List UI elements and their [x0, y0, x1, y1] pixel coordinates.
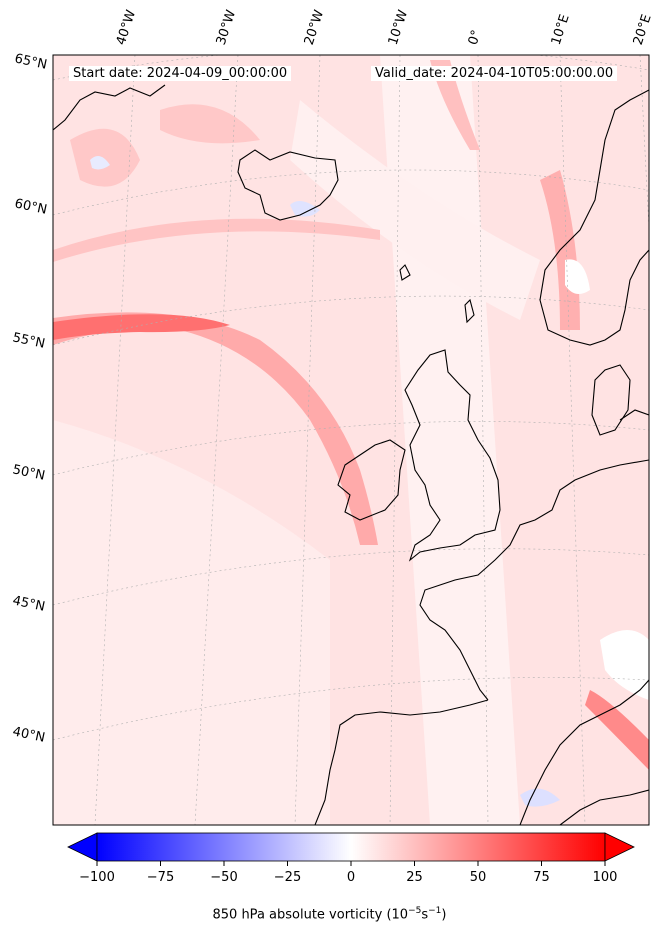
coastlines — [53, 84, 649, 825]
map-frame — [52, 54, 650, 826]
colorbar-tick-label: 25 — [406, 870, 423, 885]
colorbar-tick-label: 0 — [346, 870, 356, 885]
colorbar-title-exp2: −1 — [428, 906, 442, 916]
colorbar-title-unit: s — [421, 907, 429, 923]
graticule — [53, 55, 649, 825]
colorbar-title-text: 850 hPa absolute vorticity (10 — [212, 907, 409, 923]
colorbar-tick-label: 75 — [533, 870, 550, 885]
vorticity-field — [53, 55, 649, 825]
colorbar-tick-label: −25 — [273, 870, 302, 885]
colorbar-title: 850 hPa absolute vorticity (10−5s−1) — [0, 906, 659, 922]
colorbar-ticks — [96, 861, 606, 866]
colorbar-title-exp1: −5 — [408, 906, 422, 916]
start-date-label: Start date: 2024-04-09_00:00:00 — [69, 66, 292, 81]
colorbar-tick-label: −75 — [146, 870, 175, 885]
colorbar-tick-label: 50 — [469, 870, 487, 885]
valid-date-label: Valid_date: 2024-04-10T05:00:00.00 — [371, 66, 618, 81]
colorbar-tick-label: −50 — [210, 870, 238, 885]
colorbar — [67, 832, 635, 866]
colorbar-tick-label: −100 — [79, 870, 115, 885]
colorbar-tick-label: 100 — [592, 870, 618, 885]
colorbar-title-end: ) — [441, 907, 447, 923]
